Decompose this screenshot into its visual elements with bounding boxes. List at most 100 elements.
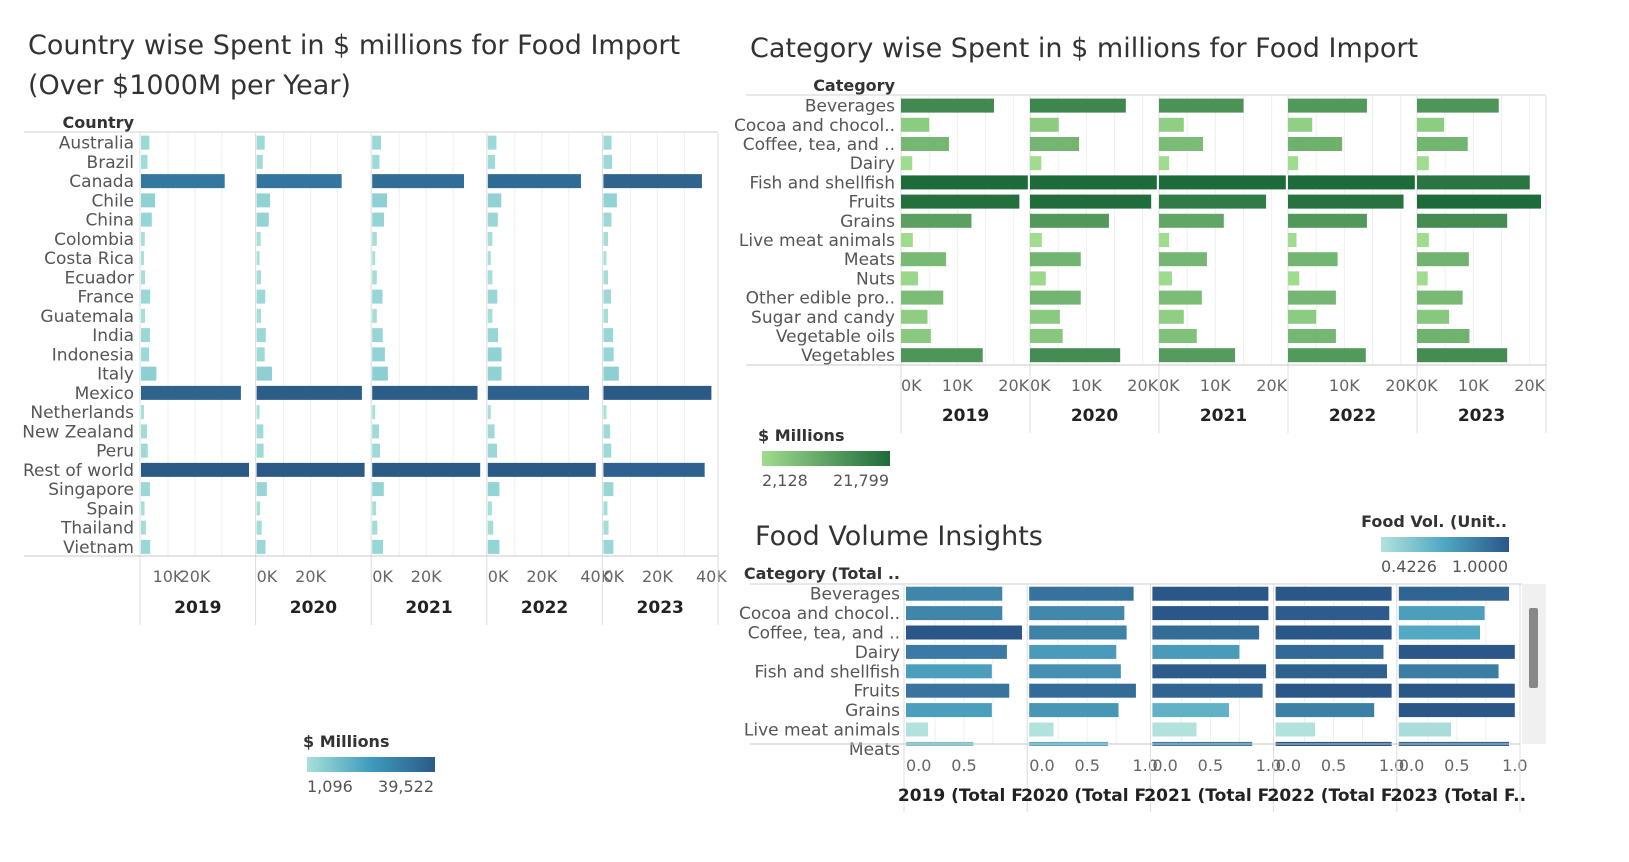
bar-live-meat-animals-4 xyxy=(1398,722,1451,737)
bar-other-edible-pro-1 xyxy=(1030,290,1081,305)
axis-tick-label: 0K xyxy=(1159,376,1180,395)
bar-rest-of-world-0 xyxy=(141,462,249,477)
bar-fruits-4 xyxy=(1398,683,1515,698)
bar-beverages-4 xyxy=(1417,98,1499,113)
panel-year-label: 2023 xyxy=(1458,406,1505,426)
row-label-grains: Grains xyxy=(845,701,900,721)
bar-canada-1 xyxy=(256,174,342,189)
axis-tick-label: 1.0 xyxy=(1379,756,1404,775)
bar-chile-1 xyxy=(256,193,271,208)
row-label-coffee-tea-and: Coffee, tea, and .. xyxy=(743,135,895,155)
axis-tick-label: 40K xyxy=(696,567,727,586)
category-chart-title: Category wise Spent in $ millions for Fo… xyxy=(750,33,1418,64)
bar-dairy-4 xyxy=(1417,156,1429,171)
bar-cocoa-and-chocol-3 xyxy=(1288,117,1313,132)
bar-cocoa-and-chocol-0 xyxy=(906,606,1003,621)
bar-fruits-1 xyxy=(1030,194,1152,209)
panel-year-label: 2019 xyxy=(942,406,989,426)
bar-ecuador-1 xyxy=(256,270,261,285)
bar-indonesia-1 xyxy=(256,347,265,362)
bar-meats-0 xyxy=(901,252,947,267)
panel-clip-group xyxy=(1398,586,1515,746)
bar-sugar-and-candy-3 xyxy=(1288,309,1317,324)
row-label-other-edible-pro: Other edible pro.. xyxy=(746,289,895,309)
bar-fruits-0 xyxy=(901,194,1020,209)
row-label-thailand: Thailand xyxy=(60,519,134,539)
axis-tick-label: 0K xyxy=(1417,376,1438,395)
bar-sugar-and-candy-2 xyxy=(1159,309,1184,324)
row-label-new-zealand: New Zealand xyxy=(22,422,134,442)
bar-cocoa-and-chocol-0 xyxy=(901,117,930,132)
country-chart-title-line2: (Over $1000M per Year) xyxy=(28,70,351,101)
bar-china-4 xyxy=(603,212,612,227)
country-bars: AustraliaBrazilCanadaChileChinaColombiaC… xyxy=(22,133,727,625)
bar-coffee-tea-and-2 xyxy=(1159,137,1203,151)
bar-coffee-tea-and-4 xyxy=(1398,625,1480,640)
bar-vegetables-2 xyxy=(1159,348,1236,363)
bar-fish-and-shellfish-4 xyxy=(1417,175,1530,190)
panel-clip-group xyxy=(1029,586,1136,746)
row-label-brazil: Brazil xyxy=(87,153,134,173)
row-label-vegetable-oils: Vegetable oils xyxy=(776,327,895,347)
bar-coffee-tea-and-3 xyxy=(1275,625,1392,640)
row-label-australia: Australia xyxy=(59,134,134,154)
bar-india-0 xyxy=(141,328,150,343)
bar-chile-2 xyxy=(372,193,388,208)
panel-year-label: 2020 xyxy=(290,598,337,618)
bar-nuts-1 xyxy=(1030,271,1046,286)
bar-mexico-1 xyxy=(256,385,362,400)
bar-beverages-1 xyxy=(1030,98,1126,113)
bar-vegetables-1 xyxy=(1030,348,1121,363)
bar-live-meat-animals-0 xyxy=(901,233,913,247)
row-label-sugar-and-candy: Sugar and candy xyxy=(751,308,895,328)
volume-chart-title: Food Volume Insights xyxy=(755,521,1043,552)
axis-tick-label: 0.0 xyxy=(1276,756,1301,775)
bar-sugar-and-candy-1 xyxy=(1030,309,1060,324)
row-label-cocoa-and-chocol: Cocoa and chocol.. xyxy=(734,116,895,136)
bar-vegetable-oils-1 xyxy=(1030,329,1063,343)
bar-grains-2 xyxy=(1159,213,1224,228)
bar-meats-1 xyxy=(1030,252,1081,267)
axis-tick-label: 20K xyxy=(642,567,673,586)
country-row-header: Country xyxy=(63,113,135,132)
bar-live-meat-animals-3 xyxy=(1288,233,1297,247)
bar-cocoa-and-chocol-2 xyxy=(1152,606,1269,621)
bar-dairy-2 xyxy=(1152,644,1240,659)
axis-tick-label: 0K xyxy=(257,567,278,586)
row-label-indonesia: Indonesia xyxy=(52,345,134,365)
bar-italy-0 xyxy=(141,366,157,381)
bar-thailand-1 xyxy=(256,520,262,535)
bar-cocoa-and-chocol-2 xyxy=(1159,117,1184,132)
bar-new-zealand-2 xyxy=(372,424,379,439)
bar-spain-2 xyxy=(372,501,376,516)
axis-tick-label: 0.5 xyxy=(951,756,976,775)
bar-guatemala-0 xyxy=(141,308,146,323)
bar-fish-and-shellfish-2 xyxy=(1159,175,1286,190)
bar-other-edible-pro-4 xyxy=(1417,290,1463,305)
bar-chile-4 xyxy=(603,193,617,208)
volume-scrollbar-thumb[interactable] xyxy=(1529,608,1538,688)
axis-tick-label: 20K xyxy=(998,376,1029,395)
bar-netherlands-2 xyxy=(372,405,376,420)
category-legend-min: 2,128 xyxy=(762,471,808,490)
bar-costa-rica-4 xyxy=(603,251,607,266)
bar-peru-1 xyxy=(256,443,264,458)
panel-year-label: 2020 (Total F.. xyxy=(1021,786,1156,806)
bar-colombia-4 xyxy=(603,231,608,246)
bar-australia-4 xyxy=(603,135,612,150)
axis-tick-label: 0K xyxy=(372,567,393,586)
axis-tick-label: 0.5 xyxy=(1074,756,1099,775)
bar-sugar-and-candy-4 xyxy=(1417,309,1450,324)
bar-dairy-3 xyxy=(1288,156,1299,171)
volume-legend-ramp xyxy=(1381,537,1509,552)
bar-indonesia-2 xyxy=(372,347,385,362)
bar-meats-3 xyxy=(1288,252,1338,267)
axis-tick-label: 20K xyxy=(180,567,211,586)
volume-row-header: Category (Total .. xyxy=(744,564,900,583)
axis-tick-label: 10K xyxy=(153,567,184,586)
row-label-fish-and-shellfish: Fish and shellfish xyxy=(749,173,895,193)
bar-coffee-tea-and-2 xyxy=(1152,625,1260,640)
bar-italy-2 xyxy=(372,366,388,381)
